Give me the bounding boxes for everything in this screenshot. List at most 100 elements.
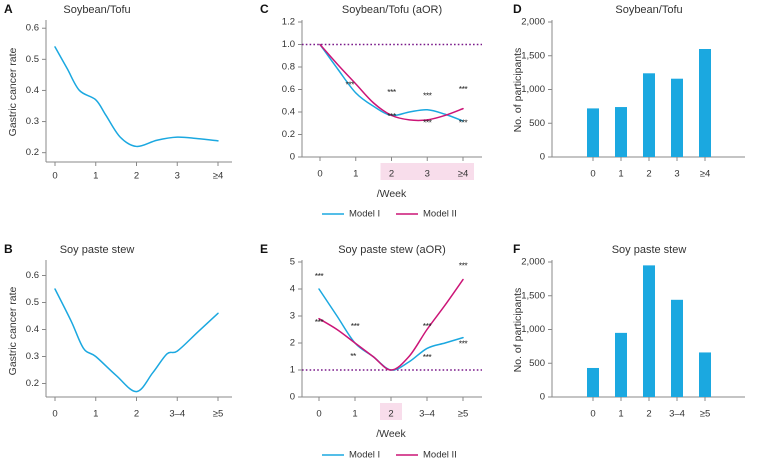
x-tick-label: 3–4 <box>169 409 185 420</box>
significance-marker: *** <box>315 271 325 281</box>
y-tick-label: 2 <box>290 338 295 349</box>
bar <box>671 299 683 397</box>
y-tick-label: 0.6 <box>26 23 39 34</box>
panel-title: Soy paste stew <box>612 244 687 256</box>
x-tick-label: 2 <box>389 169 394 180</box>
significance-marker: *** <box>351 321 361 331</box>
panel-title: Soybean/Tofu <box>63 4 130 16</box>
y-tick-label: 0.4 <box>282 107 295 118</box>
significance-marker: *** <box>459 84 469 94</box>
y-tick-label: 500 <box>529 358 545 369</box>
bar <box>699 49 711 157</box>
panel-letter: E <box>260 242 268 256</box>
x-tick-label: 2 <box>134 171 139 182</box>
x-axis-label: /Week <box>376 428 406 440</box>
x-tick-label: 0 <box>52 171 57 182</box>
x-tick-label: ≥4 <box>213 171 224 182</box>
y-tick-label: 2,000 <box>521 257 545 268</box>
bar <box>699 352 711 397</box>
panel-a: A Soybean/Tofu 0.2 0.3 0.4 0.5 0.6 0 1 2 3 ≥4 Gastri… <box>4 2 232 182</box>
panel-b: B Soy paste stew 0.2 0.3 0.4 0.5 0.6 0 1 2 3–4 ≥5 Ga… <box>4 242 232 420</box>
series-line <box>319 43 464 122</box>
x-tick-label: 2 <box>388 409 393 420</box>
y-tick-label: 1,000 <box>521 324 545 335</box>
y-tick-label: 0.5 <box>26 54 39 65</box>
x-tick-label: 3 <box>674 169 679 180</box>
y-tick-label: 500 <box>529 118 545 129</box>
x-tick-label: ≥4 <box>700 169 711 180</box>
panel-letter: D <box>513 2 522 16</box>
y-tick-label: 0.2 <box>282 129 295 140</box>
x-tick-label: 2 <box>646 169 651 180</box>
x-tick-label: 0 <box>52 409 57 420</box>
y-axis-label: Gastric cancer rate <box>7 47 19 136</box>
bar <box>643 73 655 157</box>
x-tick-label: 1 <box>93 409 98 420</box>
legend-label: Model I <box>349 209 380 220</box>
significance-marker: *** <box>423 352 433 362</box>
panel-d: D Soybean/Tofu 0 500 1,000 1,500 2,000 0 1 2 3 ≥4 No… <box>512 2 745 180</box>
y-tick-label: 1,500 <box>521 290 545 301</box>
legend: Model I Model II <box>322 209 457 220</box>
y-tick-label: 1.0 <box>282 39 295 50</box>
x-tick-label: 3 <box>425 169 430 180</box>
significance-marker: *** <box>387 87 397 97</box>
bar <box>615 107 627 157</box>
y-tick-label: 0.2 <box>26 147 39 158</box>
series-line <box>318 288 464 371</box>
x-tick-label: ≥5 <box>458 409 469 420</box>
y-tick-label: 0.3 <box>26 351 39 362</box>
highlight-band <box>380 403 402 420</box>
x-tick-label: 0 <box>590 169 595 180</box>
significance-marker: *** <box>346 79 356 89</box>
legend-label: Model II <box>423 209 457 220</box>
series-line <box>54 288 219 393</box>
x-tick-label: 1 <box>618 409 623 420</box>
x-axis-label: /Week <box>377 188 407 200</box>
y-tick-label: 2,000 <box>521 17 545 28</box>
x-tick-label: 1 <box>93 171 98 182</box>
significance-marker: *** <box>459 339 469 349</box>
x-tick-label: 1 <box>618 169 623 180</box>
x-tick-label: 2 <box>134 409 139 420</box>
significance-marker: *** <box>459 118 469 128</box>
x-tick-label: 3–4 <box>669 409 685 420</box>
y-tick-label: 0.6 <box>26 270 39 281</box>
y-tick-label: 0.2 <box>26 378 39 389</box>
x-tick-label: 3–4 <box>419 409 435 420</box>
y-tick-label: 0.3 <box>26 116 39 127</box>
panel-letter: A <box>4 2 13 16</box>
panel-title: Soybean/Tofu <box>615 4 682 16</box>
y-tick-label: 0.4 <box>26 85 39 96</box>
y-axis-label: Gastric cancer rate <box>7 286 19 375</box>
y-tick-label: 1,000 <box>521 84 545 95</box>
y-tick-label: 5 <box>290 257 295 268</box>
panel-title: Soybean/Tofu (aOR) <box>342 4 442 16</box>
y-tick-label: 3 <box>290 311 295 322</box>
significance-marker: *** <box>459 260 469 270</box>
series-line <box>319 43 464 122</box>
y-tick-label: 0 <box>540 392 545 403</box>
y-tick-label: 0 <box>290 152 295 163</box>
x-tick-label: 2 <box>646 409 651 420</box>
significance-marker: *** <box>387 111 397 121</box>
significance-marker: *** <box>423 118 433 128</box>
panel-title: Soy paste stew (aOR) <box>338 244 446 256</box>
y-tick-label: 0.6 <box>282 84 295 95</box>
panel-letter: B <box>4 242 13 256</box>
y-tick-label: 0.5 <box>26 297 39 308</box>
y-axis-label: No. of participants <box>512 288 524 373</box>
y-tick-label: 1.2 <box>282 17 295 28</box>
panel-e: E Soy paste stew (aOR) 0 1 2 3 4 5 0 1 2 3–4 ≥5/Week… <box>260 242 482 461</box>
y-axis-label: No. of participants <box>512 48 524 133</box>
y-tick-label: 0 <box>290 392 295 403</box>
series-line <box>54 46 219 148</box>
bar <box>587 367 599 397</box>
bar <box>615 332 627 397</box>
x-tick-label: 0 <box>316 409 321 420</box>
bar <box>643 265 655 397</box>
bar <box>587 108 599 157</box>
significance-marker: *** <box>423 91 433 101</box>
panel-c: C Soybean/Tofu (aOR) 0 0.2 0.4 0.6 0.8 1.0 1.2 0 1… <box>260 2 482 220</box>
